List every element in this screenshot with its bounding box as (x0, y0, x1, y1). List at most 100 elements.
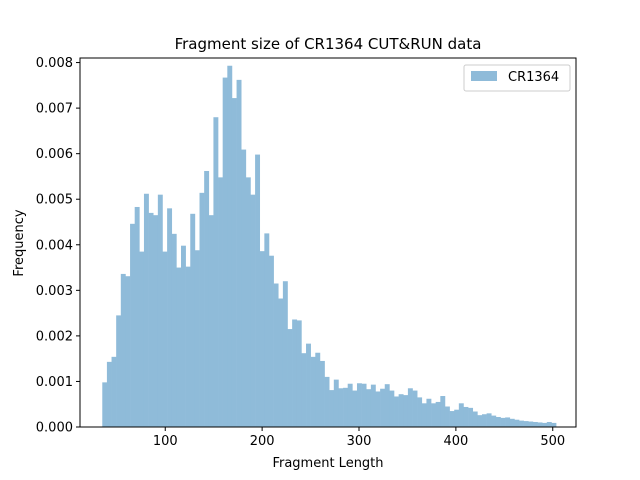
histogram-bar (116, 315, 122, 427)
histogram-bar (472, 411, 478, 427)
legend: CR1364 (463, 64, 571, 92)
histogram-bar (477, 415, 483, 427)
histogram-bar (306, 343, 311, 427)
histogram-bar (523, 421, 529, 427)
histogram-bar (519, 420, 524, 427)
y-tick-label: 0.006 (36, 147, 73, 162)
histogram-bar (500, 417, 506, 427)
histogram-bar (486, 413, 492, 427)
histogram-bar (199, 192, 205, 427)
histogram-bar (514, 419, 520, 427)
histogram-bar (394, 396, 399, 427)
histogram-bar (356, 383, 362, 427)
histogram-bar (157, 194, 163, 427)
histogram-bar (167, 208, 173, 427)
histogram-bar (268, 255, 274, 427)
y-tick-label: 0.002 (36, 329, 73, 344)
y-tick-label: 0.004 (36, 238, 73, 253)
histogram-bar (282, 281, 288, 427)
y-axis-ticks: 0.000 0.001 0.002 0.003 0.004 0.005 0.006 0.007… (36, 56, 80, 436)
y-tick-label: 0.000 (36, 421, 73, 436)
histogram-bar (532, 421, 538, 427)
histogram-bar (102, 382, 108, 427)
histogram-bar (130, 223, 135, 427)
histogram-bar (153, 215, 159, 427)
histogram-bar (333, 379, 339, 427)
histogram-bar (403, 395, 409, 427)
histogram-bar (301, 353, 307, 427)
histogram-bar (412, 390, 418, 427)
histogram-bars (102, 65, 557, 428)
histogram-bar (213, 117, 219, 427)
histogram-bar (366, 389, 372, 427)
histogram-bar (389, 390, 395, 427)
histogram-bar (111, 356, 117, 427)
histogram-bar (176, 267, 182, 427)
histogram-bar (106, 361, 112, 427)
histogram-bar (551, 422, 557, 427)
legend-label: CR1364 (508, 70, 559, 85)
histogram-bar (509, 418, 515, 427)
y-tick-label: 0.007 (36, 102, 73, 117)
histogram-bar (431, 403, 436, 427)
histogram-bar (421, 403, 427, 427)
histogram-bar (278, 298, 284, 427)
histogram-bar (435, 401, 441, 427)
histogram-bar (134, 206, 140, 427)
histogram-bar (319, 360, 325, 427)
histogram-bar (338, 388, 344, 427)
histogram-bar (143, 193, 149, 427)
histogram-bar (222, 77, 228, 427)
histogram-bar (468, 407, 474, 427)
histogram-bar (426, 398, 432, 427)
histogram-bar (537, 422, 543, 427)
histogram-bar (296, 320, 302, 427)
histogram-bar (440, 396, 446, 427)
y-tick-label: 0.001 (36, 375, 73, 390)
histogram-bar (458, 403, 464, 427)
chart-title: Fragment size of CR1364 CUT&RUN data (175, 35, 482, 53)
x-tick-label: 400 (443, 434, 468, 449)
histogram-bar (375, 391, 381, 427)
histogram-bar (347, 383, 353, 427)
histogram-bar (162, 251, 168, 427)
histogram-bar (194, 250, 200, 427)
histogram-bar (236, 79, 242, 428)
histogram-bar (370, 384, 376, 427)
x-tick-label: 500 (540, 434, 565, 449)
histogram-bar (310, 356, 316, 427)
histogram-bar (361, 383, 367, 427)
histogram-bar (352, 390, 358, 427)
histogram-bar (315, 352, 321, 427)
y-axis-label: Frequency (12, 209, 27, 276)
histogram-bar (495, 416, 501, 427)
histogram-bar (449, 411, 455, 427)
histogram-bar (255, 154, 261, 427)
histogram-bar (259, 251, 265, 427)
histogram-bar (407, 388, 413, 427)
histogram-bar (231, 98, 237, 427)
histogram-bar (287, 329, 293, 427)
histogram-bar (292, 319, 298, 427)
y-tick-label: 0.003 (36, 284, 73, 299)
histogram-bar (148, 212, 154, 427)
histogram-bar (250, 194, 256, 427)
histogram-bar (505, 417, 511, 427)
histogram-bar (171, 233, 177, 427)
histogram-bar (190, 213, 196, 427)
histogram-bar (329, 390, 335, 427)
histogram-bar (120, 273, 126, 427)
histogram-bar (463, 406, 469, 427)
histogram-bar (125, 276, 131, 427)
histogram-bar (417, 397, 423, 427)
histogram-bar (542, 422, 548, 427)
histogram-bar (384, 384, 390, 427)
histogram-bar (398, 394, 404, 427)
histogram-bar (245, 177, 251, 427)
x-axis-ticks: 100 200 300 400 500 (153, 427, 565, 449)
histogram-bar (273, 283, 279, 427)
x-tick-label: 100 (153, 434, 178, 449)
legend-swatch (471, 71, 497, 81)
histogram-bar (264, 233, 270, 427)
